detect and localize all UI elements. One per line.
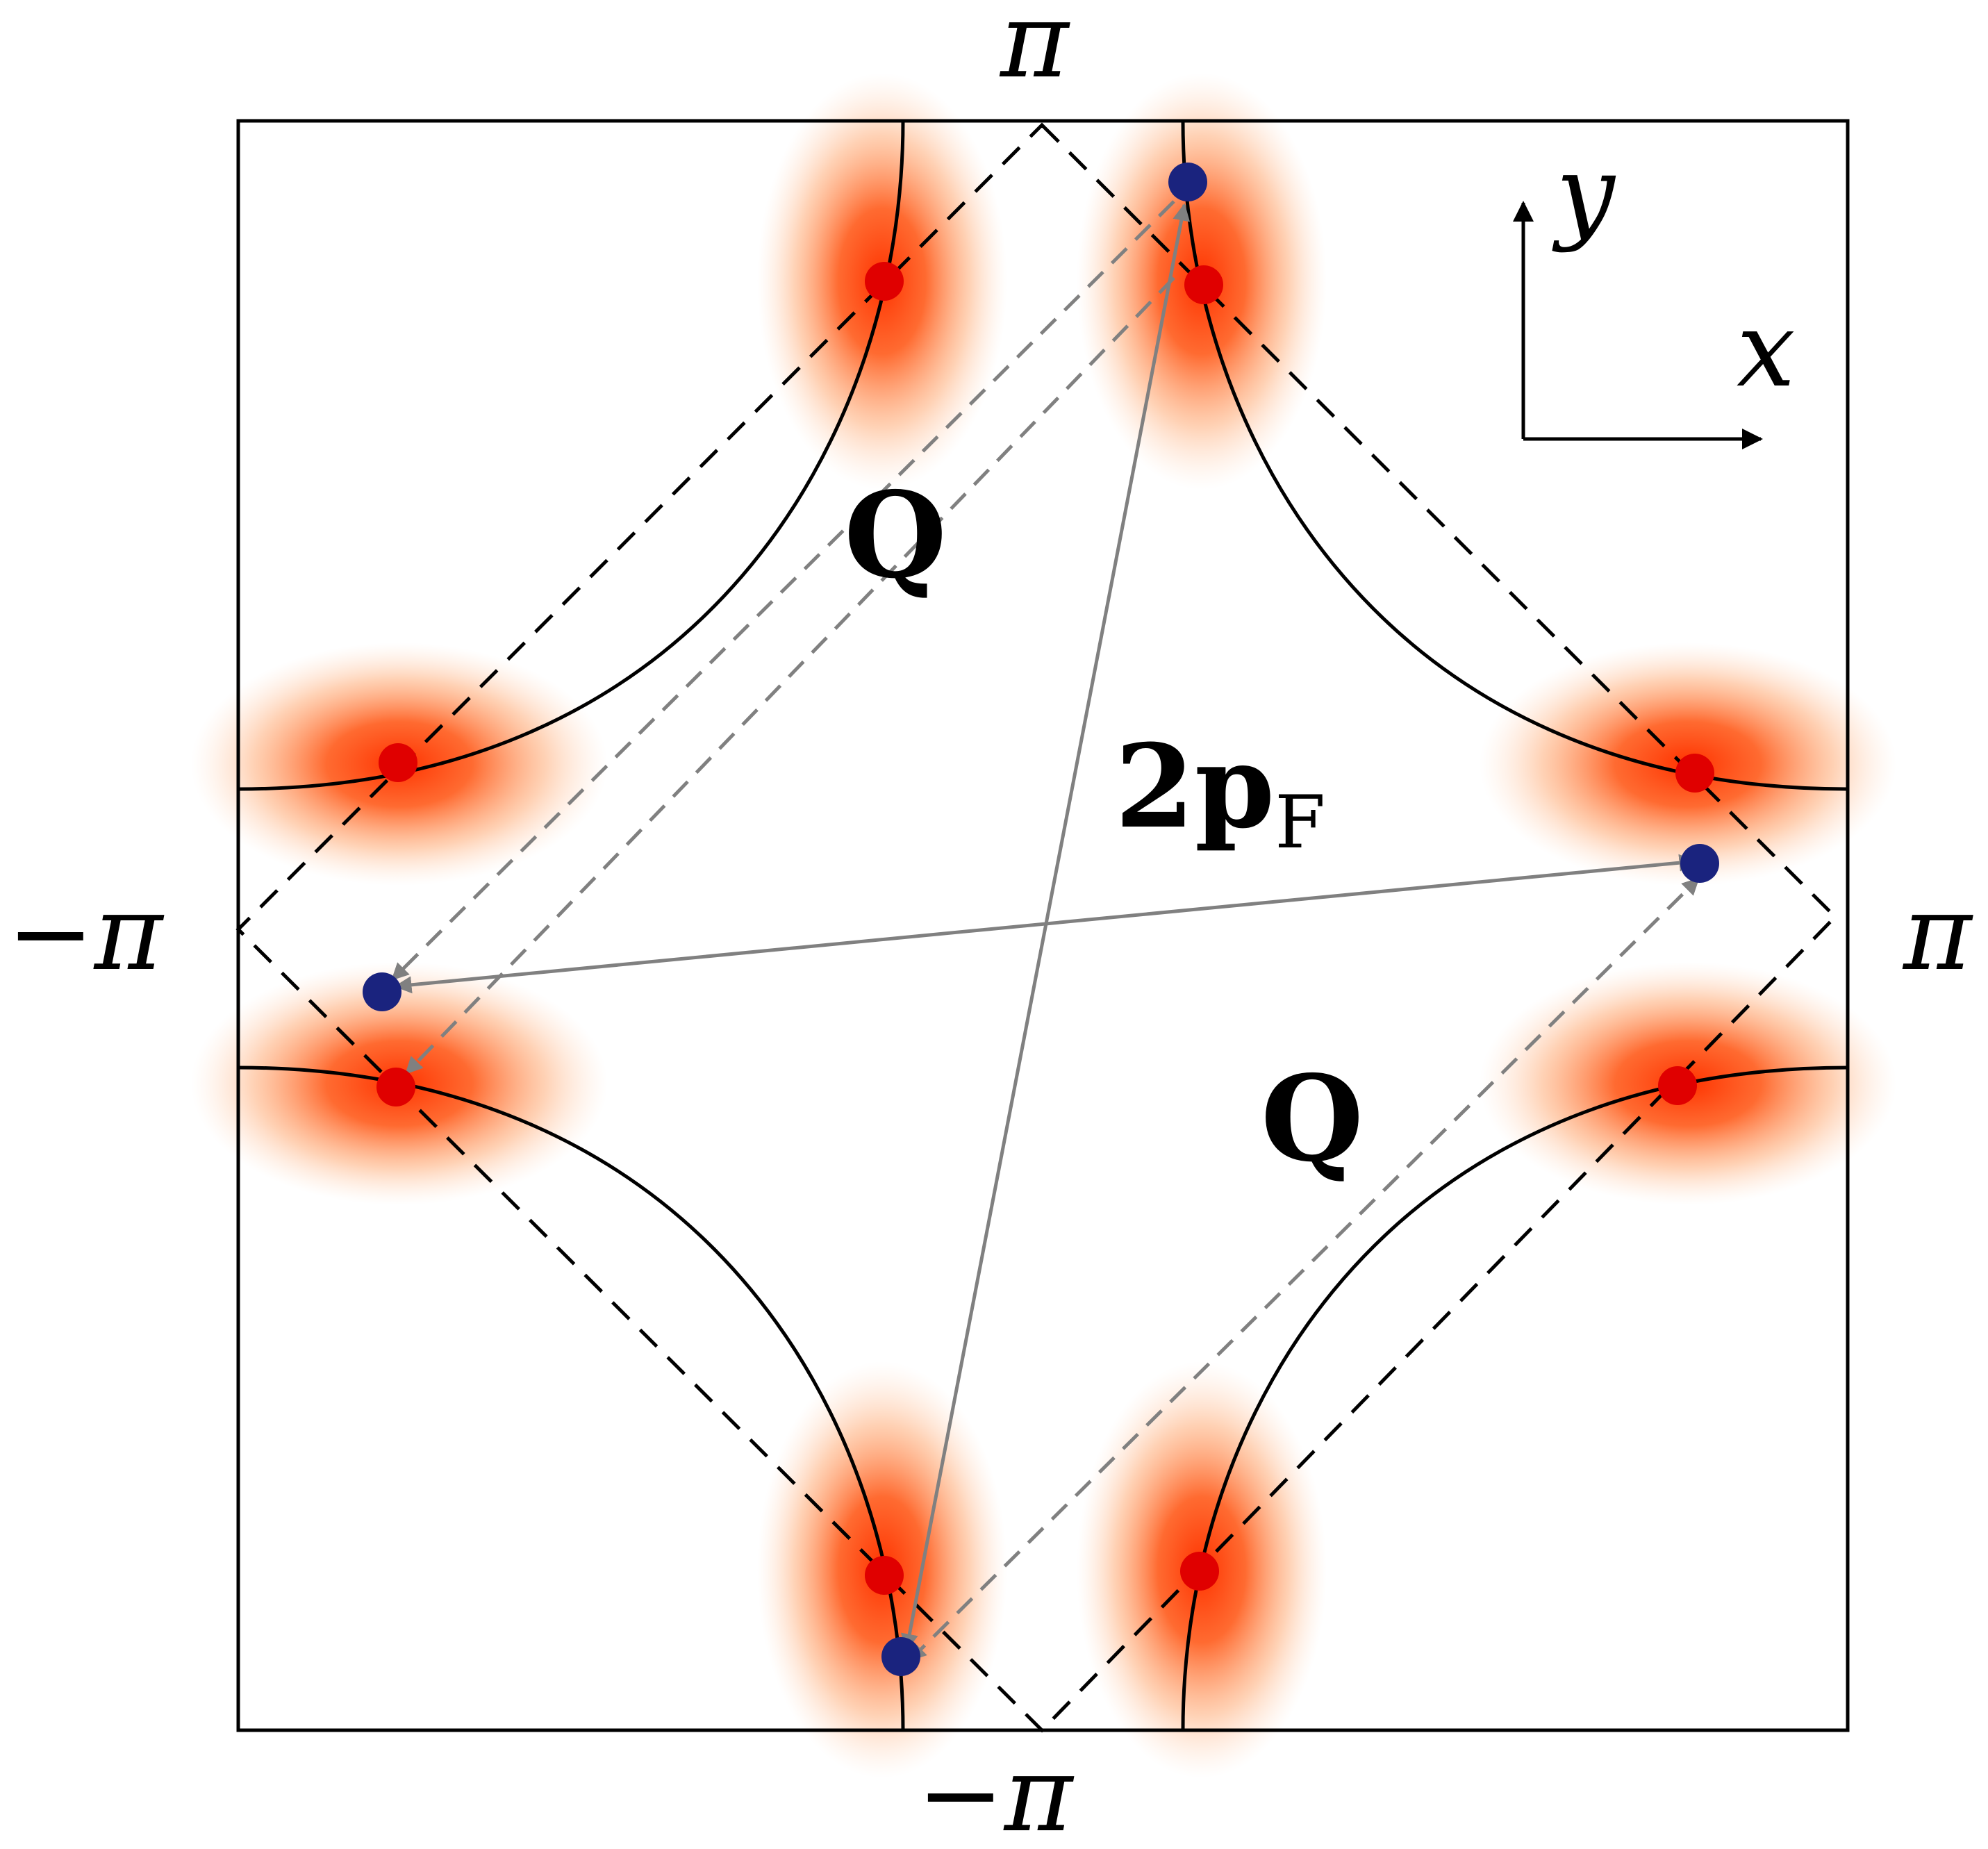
2pf-arrow-horizontal bbox=[394, 854, 1697, 994]
hot-spots bbox=[376, 262, 1714, 1595]
hot-spot-1 bbox=[865, 262, 904, 301]
label-bottom-minus-pi: −π bbox=[917, 1734, 1075, 1846]
hot-spot-5 bbox=[1675, 754, 1714, 793]
q-label-lower: Q bbox=[1261, 1050, 1364, 1188]
2pf-vectors bbox=[394, 203, 1697, 1652]
hot-spot-4 bbox=[376, 1068, 415, 1106]
blue-points bbox=[363, 163, 1719, 1676]
label-top-pi: π bbox=[999, 0, 1070, 101]
blue-point-top bbox=[1168, 163, 1207, 201]
hot-spot-3 bbox=[379, 743, 417, 782]
axis-x-label: x bbox=[1737, 290, 1796, 411]
2pf-label-sub: F bbox=[1275, 780, 1325, 865]
blue-point-left bbox=[363, 972, 401, 1011]
axis-y-label: y bbox=[1552, 133, 1616, 254]
q-label-upper: Q bbox=[844, 466, 947, 605]
hot-spot-2 bbox=[1184, 265, 1223, 304]
label-left-minus-pi: −π bbox=[7, 873, 165, 994]
2pf-label-main: 2p bbox=[1115, 719, 1275, 854]
blue-point-right bbox=[1680, 844, 1719, 883]
hot-spot-7 bbox=[865, 1556, 904, 1595]
hot-spot-6 bbox=[1658, 1066, 1697, 1105]
hot-spot-8 bbox=[1180, 1552, 1219, 1591]
blue-point-bottom bbox=[881, 1637, 920, 1676]
axis-indicator bbox=[1513, 201, 1763, 449]
label-right-pi: π bbox=[1902, 873, 1973, 994]
2pf-label: 2pF bbox=[1115, 719, 1325, 865]
magnetic-zone-boundary bbox=[235, 122, 1838, 1733]
